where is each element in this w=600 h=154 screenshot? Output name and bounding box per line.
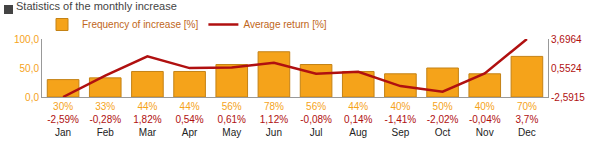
- svg-text:0,0: 0,0: [25, 92, 39, 103]
- svg-text:-2,5915: -2,5915: [551, 92, 585, 103]
- svg-text:56%0,61%May: 56%0,61%May: [218, 101, 246, 138]
- svg-text:Statistics of the monthly incr: Statistics of the monthly increase: [16, 0, 177, 12]
- svg-text:56%-0,08%Jul: 56%-0,08%Jul: [300, 101, 332, 138]
- svg-text:40%-1,41%Sep: 40%-1,41%Sep: [385, 101, 417, 138]
- svg-text:Average return [%]: Average return [%]: [243, 19, 326, 30]
- svg-text:0,5524: 0,5524: [551, 63, 582, 74]
- svg-text:33%-0,28%Feb: 33%-0,28%Feb: [89, 101, 121, 138]
- svg-text:70%3,7%Dec: 70%3,7%Dec: [516, 101, 539, 138]
- svg-text:50%-2,02%Oct: 50%-2,02%Oct: [427, 101, 459, 138]
- svg-text:Frequency of increase [%]: Frequency of increase [%]: [82, 19, 198, 30]
- svg-text:78%1,12%Jun: 78%1,12%Jun: [260, 101, 288, 138]
- svg-text:100,0: 100,0: [14, 34, 39, 45]
- svg-text:30%-2,59%Jan: 30%-2,59%Jan: [47, 101, 79, 138]
- svg-text:50,0: 50,0: [20, 63, 40, 74]
- svg-text:40%-0,04%Nov: 40%-0,04%Nov: [469, 101, 501, 138]
- svg-text:44%1,82%Mar: 44%1,82%Mar: [133, 101, 161, 138]
- svg-text:44%0,54%Apr: 44%0,54%Apr: [175, 101, 203, 138]
- svg-text:3,6964: 3,6964: [551, 34, 582, 45]
- svg-text:44%0,14%Aug: 44%0,14%Aug: [344, 101, 372, 138]
